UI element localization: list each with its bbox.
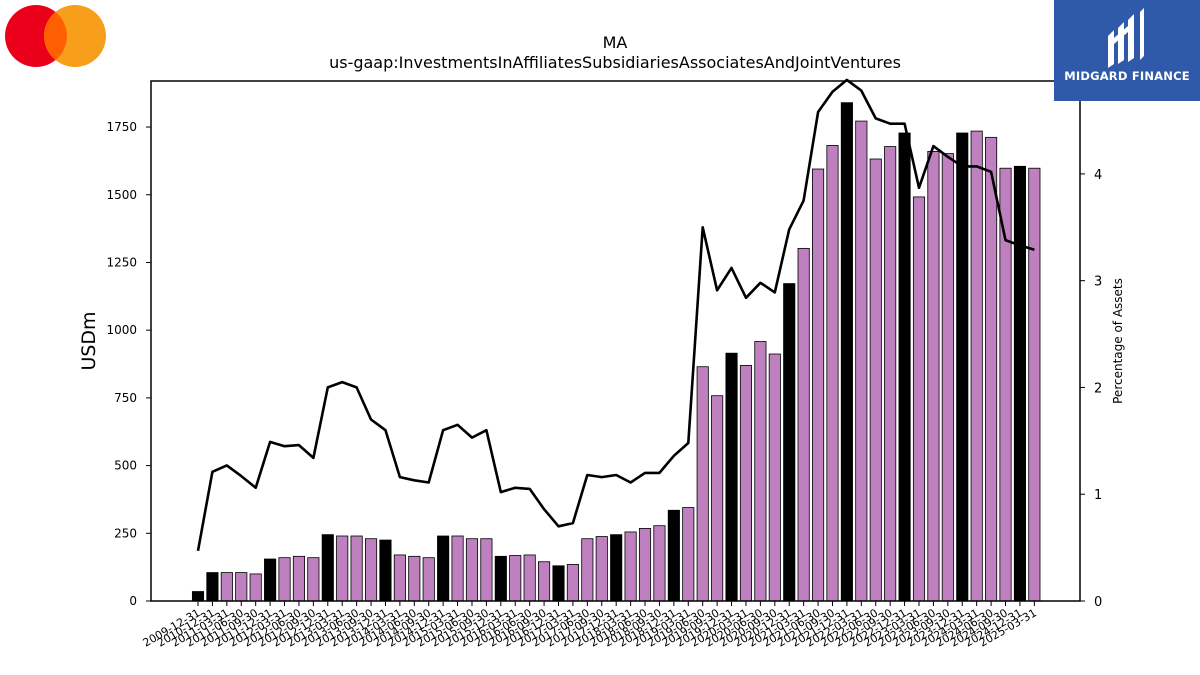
y2-tick-label: 1 (1094, 488, 1102, 503)
bar-2013-09-30 (364, 538, 378, 602)
bar-2024-12-31 (1013, 165, 1026, 602)
mastercard-logo-icon (4, 4, 108, 68)
bar-2023-12-31 (956, 132, 969, 602)
bar-2021-12-31 (840, 102, 853, 602)
bar-2025-03-31 (1028, 167, 1041, 602)
bar-2016-12-31 (552, 565, 565, 602)
bar-2018-12-31 (667, 509, 680, 602)
y2-axis-label: Percentage of Assets (1111, 278, 1125, 404)
bar-2011-09-30 (249, 573, 262, 602)
brand-logo: MIDGARD FINANCE (1054, 0, 1200, 101)
bar-2018-03-31 (624, 531, 637, 602)
line-series (196, 78, 1035, 552)
bar-2010-12-31 (206, 572, 219, 602)
plot-frame (150, 80, 1081, 602)
brand-name: MIDGARD FINANCE (1064, 69, 1190, 83)
bar-2015-12-31 (494, 555, 507, 602)
bar-2014-06-30 (408, 555, 421, 602)
bar-2021-03-31 (797, 247, 810, 602)
bar-2012-12-31 (321, 534, 334, 602)
bar-2020-09-30 (768, 353, 781, 602)
midgard-logo-icon (1108, 8, 1144, 68)
bar-2013-03-31 (336, 535, 349, 602)
y-tick-label: 0 (129, 594, 137, 608)
bar-2015-06-30 (465, 538, 479, 602)
bar-2022-06-30 (869, 158, 882, 602)
bar-2015-09-30 (480, 538, 493, 602)
y-axis-label: USDm (78, 311, 100, 370)
bar-2017-06-30 (581, 538, 594, 602)
bar-2018-06-30 (638, 528, 652, 602)
chart-subtitle: us-gaap:InvestmentsInAffiliatesSubsidiar… (329, 53, 901, 72)
y-tick-label: 500 (114, 459, 137, 473)
bar-2014-03-31 (393, 554, 406, 602)
bar-2020-06-30 (754, 341, 767, 602)
bar-2019-09-30 (711, 395, 724, 602)
bar-2015-03-31 (451, 535, 464, 602)
axes: 02505007501000125015001750012342009-12-3… (106, 80, 1102, 650)
percentage-line (196, 78, 1035, 552)
bar-2017-03-31 (566, 564, 579, 602)
y2-tick-label: 0 (1094, 595, 1102, 610)
bar-2016-09-30 (538, 561, 551, 602)
bar-2019-12-31 (725, 352, 738, 602)
bar-2013-12-31 (379, 539, 392, 602)
y2-tick-label: 4 (1094, 168, 1102, 183)
bar-2022-09-30 (884, 146, 897, 602)
bar-2012-09-30 (307, 557, 320, 602)
bar-2012-03-31 (278, 557, 291, 602)
y-tick-label: 1750 (106, 120, 137, 134)
bar-2023-09-30 (941, 153, 954, 602)
bar-2009-12-31 (191, 591, 205, 602)
bar-2019-06-30 (696, 366, 709, 602)
y-tick-label: 1250 (106, 255, 137, 269)
y-tick-label: 750 (114, 391, 137, 405)
y-tick-label: 250 (114, 526, 137, 540)
bar-2020-03-31 (739, 364, 753, 602)
bar-2016-03-31 (509, 555, 522, 602)
bar-2011-03-31 (220, 572, 233, 602)
bar-2023-06-30 (927, 151, 940, 602)
bar-2023-03-31 (912, 196, 926, 602)
y-tick-label: 1000 (106, 323, 137, 337)
bar-2016-06-30 (523, 554, 536, 602)
bar-2024-09-30 (999, 167, 1012, 602)
bar-2018-09-30 (653, 525, 666, 602)
bar-2021-06-30 (812, 168, 825, 602)
bar-2017-09-30 (595, 536, 608, 602)
chart-title: MA (603, 33, 628, 52)
y2-tick-label: 3 (1094, 275, 1102, 290)
bar-2024-03-31 (970, 130, 983, 602)
bar-2014-09-30 (422, 557, 435, 602)
bar-2022-12-31 (898, 132, 911, 602)
bar-2011-12-31 (264, 558, 277, 602)
bar-2011-06-30 (235, 572, 248, 602)
bar-2013-06-30 (350, 535, 363, 602)
bar-2024-06-30 (985, 136, 998, 602)
bar-2014-12-31 (437, 535, 450, 602)
bar-2012-06-30 (292, 555, 305, 602)
bar-2019-03-31 (682, 507, 695, 602)
bar-series (191, 102, 1041, 602)
bar-2017-12-31 (610, 534, 623, 602)
y2-tick-label: 2 (1094, 381, 1102, 396)
y-tick-label: 1500 (106, 188, 137, 202)
bar-2020-12-31 (783, 283, 796, 602)
bar-2022-03-31 (855, 120, 868, 602)
bar-2021-09-30 (826, 145, 839, 602)
